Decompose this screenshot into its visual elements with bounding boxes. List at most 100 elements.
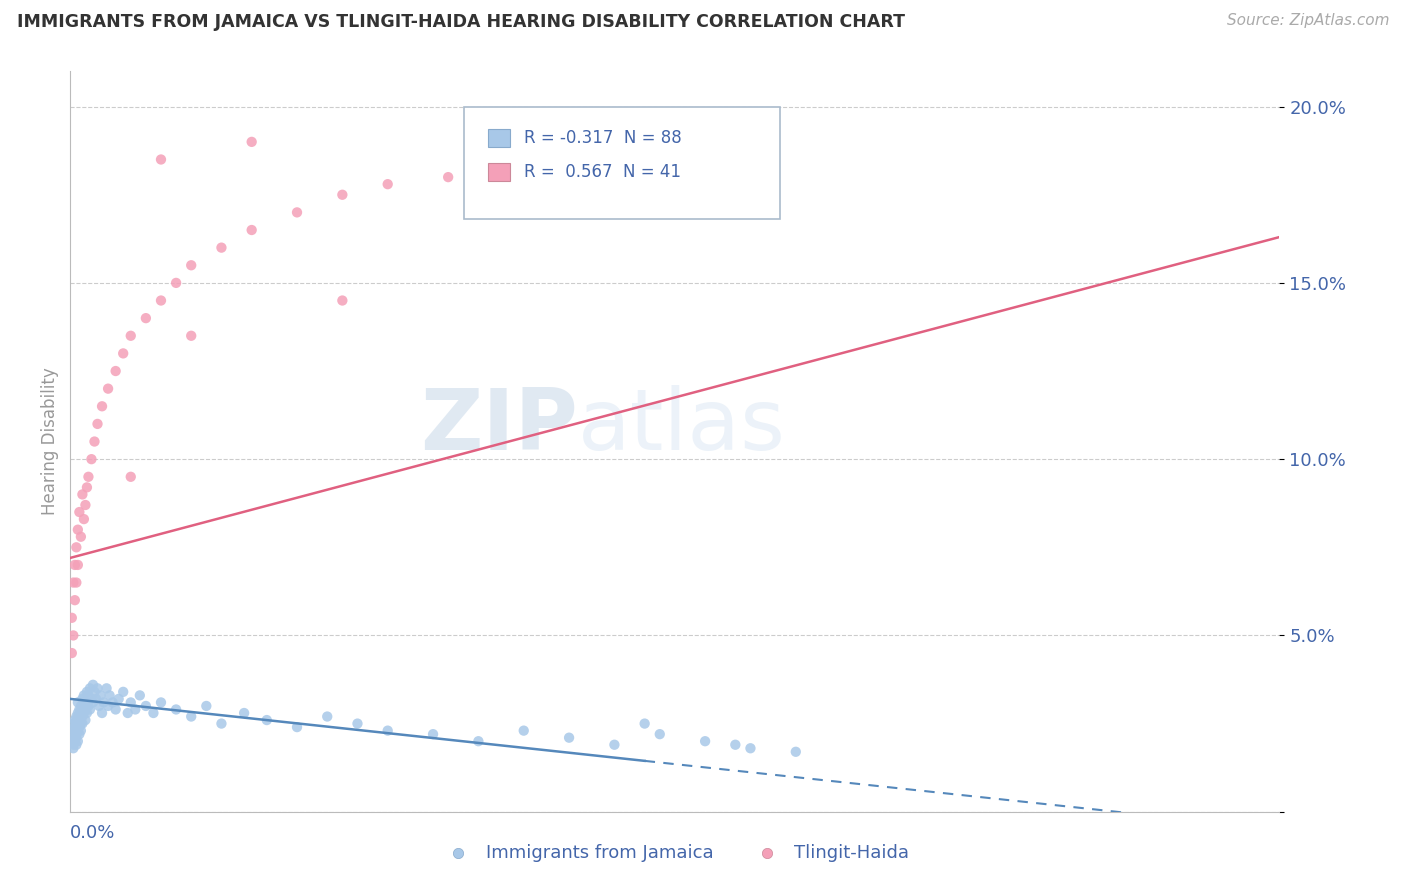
Point [603,738,626,752]
Point [70,530,93,544]
Point [135,698,157,713]
Point [513,723,536,738]
Point [558,731,581,745]
Point [165,276,187,290]
Point [63,713,86,727]
Point [66,713,89,727]
Point [101,695,124,709]
Point [93,695,115,709]
Point [165,702,187,716]
Point [77,470,100,484]
Point [62,741,84,756]
Point [82,678,104,692]
Point [724,738,747,752]
Point [65,541,87,555]
Point [86,681,108,696]
Point [377,177,399,191]
Point [785,745,807,759]
Point [60,611,83,625]
Point [70,698,93,713]
Point [75,498,97,512]
Point [180,328,202,343]
Point [97,698,120,713]
Point [77,698,100,713]
Point [86,417,108,431]
Point [73,698,96,713]
Point [63,558,86,572]
Point [83,434,105,449]
Point [66,734,89,748]
Point [62,575,84,590]
Y-axis label: Hearing Disability: Hearing Disability [41,368,59,516]
Point [70,706,93,720]
Point [180,258,202,272]
Point [65,575,87,590]
Point [693,734,716,748]
Point [135,311,157,326]
Text: Source: ZipAtlas.com: Source: ZipAtlas.com [1226,13,1389,29]
Point [332,187,354,202]
Point [66,706,89,720]
Point [150,293,172,308]
Point [150,153,172,167]
Point [91,399,114,413]
Text: R = -0.317  N = 88: R = -0.317 N = 88 [524,129,682,147]
Point [65,738,87,752]
Point [63,723,86,738]
Point [467,734,489,748]
Point [180,709,202,723]
Point [87,698,110,713]
Text: ZIP: ZIP [420,385,578,468]
Text: 0.0%: 0.0% [70,823,115,841]
Point [66,723,89,738]
Point [72,716,94,731]
Point [80,452,103,467]
Point [73,689,96,703]
Point [124,702,146,716]
Point [76,685,98,699]
Point [65,727,87,741]
Point [195,698,218,713]
Point [96,681,118,696]
Point [75,702,97,716]
Point [740,741,762,756]
Point [104,702,127,716]
Point [240,223,263,237]
Point [80,692,103,706]
Point [70,723,93,738]
Text: atlas: atlas [578,385,786,468]
Point [233,706,256,720]
Point [62,716,84,731]
Point [104,364,127,378]
Point [120,470,142,484]
Point [211,241,233,255]
Point [77,689,100,703]
Point [67,702,90,716]
Point [107,692,129,706]
Point [63,720,86,734]
Point [60,646,83,660]
Point [256,713,278,727]
Text: R =  0.567  N = 41: R = 0.567 N = 41 [524,163,682,181]
Point [285,720,308,734]
Point [84,692,107,706]
Point [120,328,142,343]
Point [65,709,87,723]
Point [117,706,139,720]
Point [112,685,135,699]
Point [66,695,89,709]
Point [211,716,233,731]
Point [346,716,368,731]
Point [91,706,114,720]
Point [76,480,98,494]
Point [83,685,105,699]
Point [633,716,655,731]
Point [316,709,339,723]
Point [66,558,89,572]
Point [498,153,520,167]
Point [72,709,94,723]
Point [79,681,101,696]
Point [70,716,93,731]
Point [62,731,84,745]
Point [120,695,142,709]
